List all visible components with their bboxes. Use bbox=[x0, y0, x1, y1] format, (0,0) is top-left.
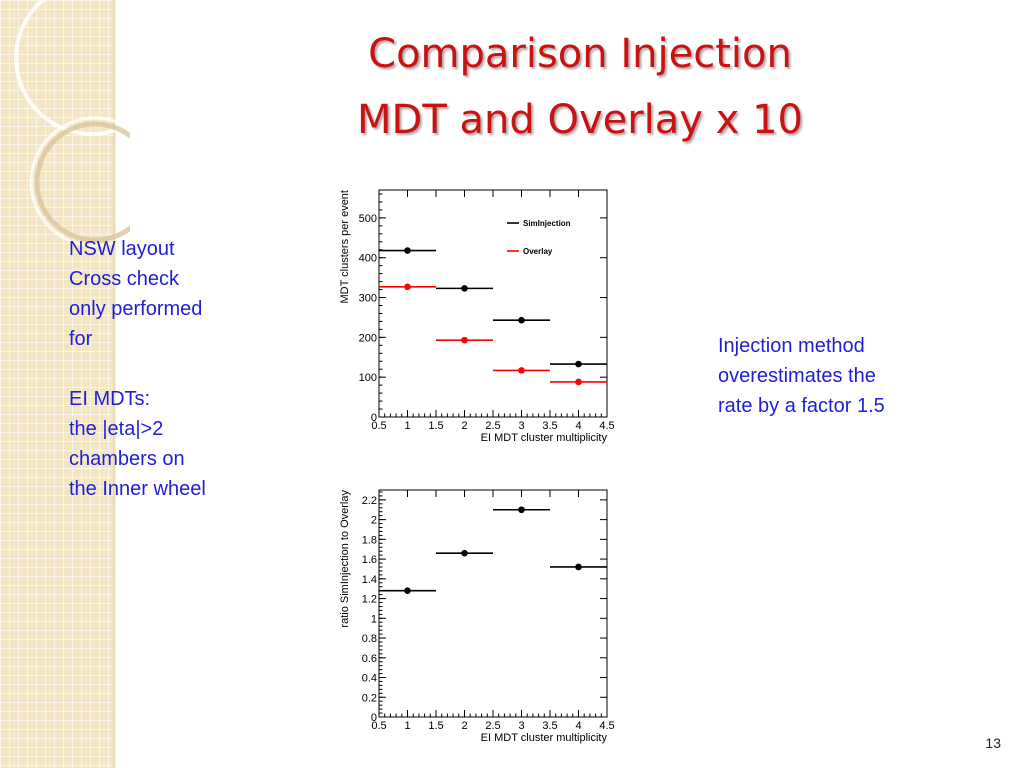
note-line: the Inner wheel bbox=[69, 478, 206, 500]
y-tick-label: 1.2 bbox=[362, 594, 377, 606]
note-line: chambers on bbox=[69, 448, 185, 470]
x-tick-label: 4.5 bbox=[599, 720, 614, 732]
data-point bbox=[575, 360, 582, 368]
x-tick-label: 2 bbox=[461, 420, 467, 432]
data-point bbox=[404, 587, 411, 594]
y-tick-label: 200 bbox=[359, 332, 377, 344]
y-tick-label: 1 bbox=[371, 613, 377, 625]
note-spacer bbox=[69, 354, 259, 384]
x-tick-label: 4 bbox=[575, 720, 581, 732]
x-tick-label: 1 bbox=[404, 720, 410, 732]
y-tick-label: 0.6 bbox=[362, 653, 377, 665]
y-tick-label: 100 bbox=[359, 372, 377, 384]
note-line: the |eta|>2 bbox=[69, 418, 164, 440]
x-tick-label: 4.5 bbox=[599, 420, 614, 432]
top-chart: 0.5 1 1.5 2 2.5 3 3.5 4 4.5 0 100 200 300 400 500 EI MD… bbox=[339, 189, 615, 444]
note-line: overestimates the bbox=[718, 365, 876, 387]
data-point bbox=[518, 506, 525, 514]
y-tick-label: 400 bbox=[359, 253, 377, 265]
y-tick-label: 1.6 bbox=[362, 554, 377, 566]
y-tick-label: 0.2 bbox=[362, 692, 377, 704]
x-tick-label: 0.5 bbox=[371, 420, 386, 432]
x-axis-title: EI MDT cluster multiplicity bbox=[481, 732, 608, 744]
ratio-chart: 0.5 1 1.5 2 2.5 3 3.5 4 4.5 0 0.2 0.4 0.6 0.8 1 1.2 1.4 1… bbox=[339, 489, 615, 744]
data-point bbox=[575, 378, 582, 386]
data-point bbox=[518, 316, 525, 324]
data-point bbox=[404, 283, 411, 291]
note-line: Cross check bbox=[69, 268, 180, 290]
y-tick-label: 0.8 bbox=[362, 633, 377, 645]
data-point bbox=[575, 563, 582, 571]
x-tick-label: 4 bbox=[575, 420, 581, 432]
note-line: Injection method bbox=[718, 335, 865, 357]
data-point bbox=[518, 367, 525, 374]
right-note: Injection method overestimates the rate … bbox=[718, 331, 958, 421]
y-axis-title: MDT clusters per event bbox=[339, 190, 351, 304]
x-axis-title: EI MDT cluster multiplicity bbox=[481, 432, 608, 444]
y-tick-label: 2.2 bbox=[362, 495, 377, 507]
y-tick-label: 0 bbox=[371, 712, 377, 724]
y-tick-label: 2 bbox=[371, 515, 377, 527]
data-point bbox=[404, 247, 411, 254]
y-tick-label: 500 bbox=[359, 213, 377, 225]
note-line: NSW layout bbox=[69, 238, 175, 260]
x-tick-label: 0.5 bbox=[371, 720, 386, 732]
x-tick-label: 1 bbox=[404, 420, 410, 432]
note-line: for bbox=[69, 328, 93, 350]
note-line: only performed bbox=[69, 298, 203, 320]
decorative-side-strip bbox=[0, 0, 113, 768]
decorative-arcs bbox=[14, 0, 130, 248]
x-tick-label: 3 bbox=[518, 420, 524, 432]
y-tick-label: 1.8 bbox=[362, 534, 377, 546]
legend-label: SimInjection bbox=[523, 219, 571, 228]
strip-edge bbox=[113, 0, 116, 768]
data-point bbox=[461, 549, 468, 557]
note-line: rate by a factor 1.5 bbox=[718, 395, 885, 417]
note-line: EI MDTs: bbox=[69, 388, 151, 410]
y-tick-label: 0.4 bbox=[362, 673, 377, 685]
left-notes: NSW layout Cross check only performed fo… bbox=[69, 234, 259, 504]
x-tick-label: 1.5 bbox=[428, 420, 443, 432]
page-number: 13 bbox=[985, 735, 1001, 751]
y-tick-label: 0 bbox=[371, 412, 377, 424]
plot-frame bbox=[378, 489, 608, 718]
x-tick-label: 1.5 bbox=[428, 720, 443, 732]
x-tick-label: 3.5 bbox=[542, 720, 557, 732]
x-tick-label: 3.5 bbox=[542, 420, 557, 432]
data-point bbox=[461, 285, 468, 292]
x-tick-label: 2 bbox=[461, 720, 467, 732]
x-tick-label: 2.5 bbox=[485, 720, 500, 732]
y-tick-label: 1.4 bbox=[362, 574, 377, 586]
data-point bbox=[461, 336, 468, 344]
x-tick-label: 3 bbox=[518, 720, 524, 732]
slide-title-line-2: MDT and Overlay x 10 bbox=[357, 97, 803, 143]
y-tick-label: 300 bbox=[359, 293, 377, 305]
x-tick-label: 2.5 bbox=[485, 420, 500, 432]
plot-frame bbox=[378, 189, 608, 418]
y-axis-title: ratio SimInjection to Overlay bbox=[339, 490, 351, 628]
slide-title-line-1: Comparison Injection bbox=[368, 31, 792, 77]
legend-label: Overlay bbox=[523, 247, 553, 256]
